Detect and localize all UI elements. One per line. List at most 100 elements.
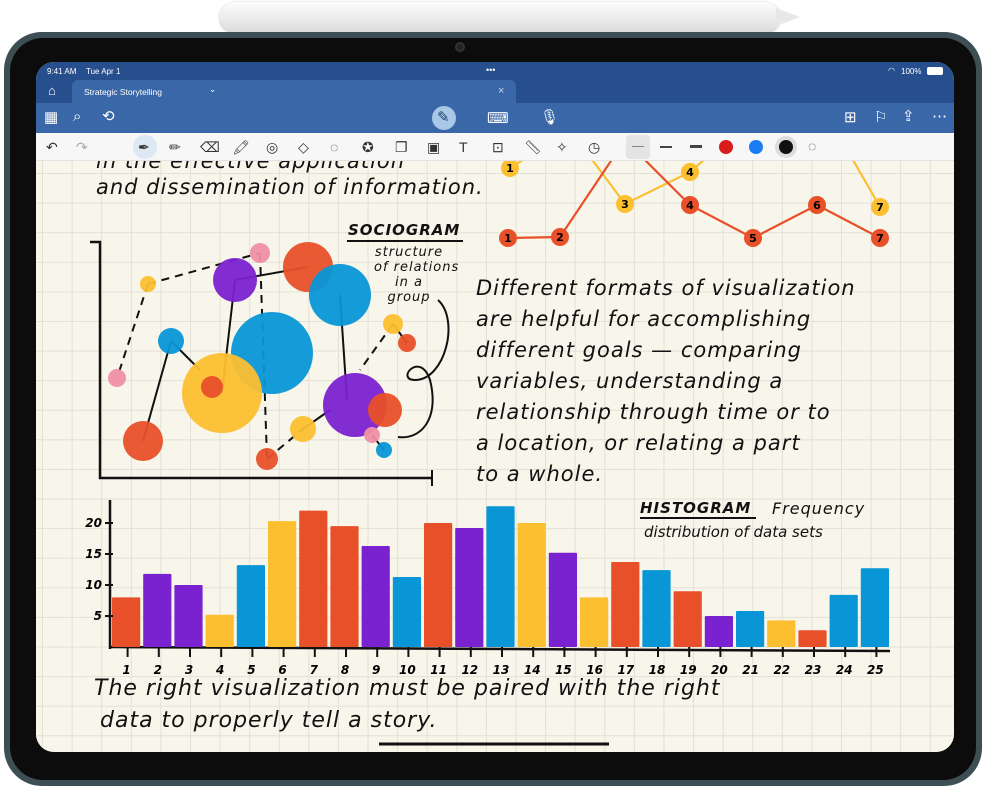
history-icon[interactable]: ◷ (588, 139, 601, 155)
sociogram-node (368, 393, 402, 427)
histogram-caption-2: distribution of data sets (644, 523, 823, 541)
histogram-bar (112, 597, 141, 647)
eraser-icon[interactable]: ⌫ (200, 139, 220, 155)
sociogram-node (158, 328, 184, 354)
home-icon[interactable]: ⌂ (48, 83, 56, 98)
chevron-down-icon[interactable]: ⌄ (209, 84, 217, 94)
color-blue[interactable] (749, 140, 763, 154)
image-icon[interactable]: ▣ (427, 139, 441, 155)
image-insert-icon[interactable]: ⊡ (492, 139, 504, 155)
text-box-icon[interactable]: T (459, 139, 468, 155)
pencil-icon[interactable]: ✏ (169, 139, 181, 155)
microphone-icon[interactable]: 🎙︎ (540, 109, 560, 126)
lasso-shapes-icon[interactable]: ⟲ (102, 108, 115, 125)
paragraph-line: a location, or relating a part (476, 431, 801, 455)
keyboard-icon[interactable]: ⌨ (487, 110, 509, 127)
sociogram-node (383, 314, 403, 334)
red-point (871, 229, 889, 247)
line-chart-sketch: 1 2 4 5 6 7 1 3 4 7 (499, 161, 889, 247)
sociogram-axes (90, 240, 432, 480)
x-tick-label: 5 (247, 663, 255, 677)
intro-line-1: in the effective application (96, 161, 406, 173)
sticker-icon[interactable]: ✪ (362, 139, 374, 155)
ipad-screen: 9:41 AM Tue Apr 1 ••• ◠ 100% ⌂ Strategic… (36, 62, 954, 752)
yellow-point (616, 195, 634, 213)
red-point-label: 4 (686, 199, 694, 212)
x-tick-label: 23 (805, 663, 822, 677)
color-red[interactable] (719, 140, 733, 154)
more-icon[interactable]: ⋯ (932, 108, 947, 125)
status-date: Tue Apr 1 (86, 67, 121, 76)
x-tick-label: 10 (399, 663, 416, 677)
histogram-bar (704, 616, 733, 647)
x-tick-label: 16 (586, 663, 603, 677)
sociogram-node (140, 276, 156, 292)
yellow-point-label: 1 (506, 162, 514, 175)
sociogram-node (182, 353, 262, 433)
sociogram-sketch (90, 240, 450, 486)
yellow-point (681, 163, 699, 181)
sociogram-node (364, 427, 380, 443)
magic-pen-icon[interactable]: ✧ (556, 139, 568, 155)
red-point (744, 229, 762, 247)
apple-pencil-tip (776, 8, 800, 26)
histogram-bar (486, 506, 515, 647)
redo-icon[interactable]: ↷ (76, 139, 88, 155)
thick-stroke-button[interactable] (690, 145, 702, 148)
sociogram-node (123, 421, 163, 461)
thin-stroke-button[interactable] (626, 135, 650, 159)
pen-tool-selected[interactable]: ✒ (133, 135, 157, 159)
lasso-icon[interactable]: ◌ (330, 139, 339, 155)
draw-pen-icon: ✎ (437, 109, 450, 126)
connection-line (359, 323, 394, 371)
histogram-bar (517, 523, 546, 647)
histogram-bar (299, 510, 328, 647)
histogram-bar (798, 630, 827, 647)
color-black-selected[interactable] (775, 136, 797, 158)
apple-pencil (220, 2, 780, 32)
paragraph-line: relationship through time or to (476, 400, 831, 424)
x-tick-label: 14 (524, 663, 541, 677)
paragraph-line: are helpful for accomplishing (476, 307, 812, 331)
undo-icon[interactable]: ↶ (46, 139, 58, 155)
bookmark-icon[interactable]: ⚐ (874, 109, 888, 126)
document-tab[interactable]: Strategic Storytelling ⌄ × (72, 80, 516, 103)
stamp-icon[interactable]: ◎ (266, 139, 279, 155)
x-tick-label: 9 (372, 663, 380, 677)
search-icon[interactable]: ⌕ (73, 108, 82, 125)
close-tab-icon[interactable]: × (498, 85, 505, 97)
histogram-bar (611, 562, 640, 647)
sociogram-node (256, 448, 278, 470)
ruler-icon[interactable]: 📏︎ (524, 139, 542, 155)
multitasking-dots[interactable]: ••• (486, 65, 496, 75)
draw-mode-button[interactable]: ✎ (432, 106, 456, 130)
highlighter-icon[interactable]: 🖍︎ (232, 139, 250, 155)
status-time: 9:41 AM (47, 67, 77, 76)
document-title: Strategic Storytelling (84, 87, 162, 97)
x-tick-label: 22 (773, 663, 790, 677)
grid-icon[interactable]: ▦ (44, 109, 59, 126)
shapes-icon[interactable]: ◇ (298, 139, 309, 155)
pages-icon[interactable]: ❐ (395, 139, 408, 155)
medium-stroke-button[interactable] (660, 146, 672, 148)
histogram-bar (174, 585, 203, 647)
drawing-toolbar: ↶ ↷ ✒ ✏ ⌫ 🖍︎ ◎ ◇ ◌ ✪ ❐ ▣ T ⊡ 📏︎ ✧ ◷ ◌ (36, 133, 954, 161)
new-page-icon[interactable]: ⊞ (844, 109, 857, 126)
caption-line: of relations (374, 260, 460, 275)
color-picker-icon[interactable]: ◌ (808, 138, 817, 154)
red-point-label: 5 (749, 232, 757, 245)
yellow-point-label: 4 (686, 166, 694, 179)
paragraph-line: Different formats of visualization (476, 276, 856, 300)
sociogram-node (398, 334, 416, 352)
caption-line: structure (374, 245, 444, 260)
histogram-bar (205, 614, 234, 647)
share-icon[interactable]: ⇪ (902, 108, 915, 125)
x-tick-label: 24 (836, 663, 853, 677)
pen-icon: ✒ (138, 139, 150, 155)
red-point (499, 229, 517, 247)
sociogram-node (213, 258, 257, 302)
histogram-bar (548, 552, 577, 647)
closing-line-1: The right visualization must be paired w… (94, 676, 721, 701)
x-tick-label: 3 (185, 663, 193, 677)
